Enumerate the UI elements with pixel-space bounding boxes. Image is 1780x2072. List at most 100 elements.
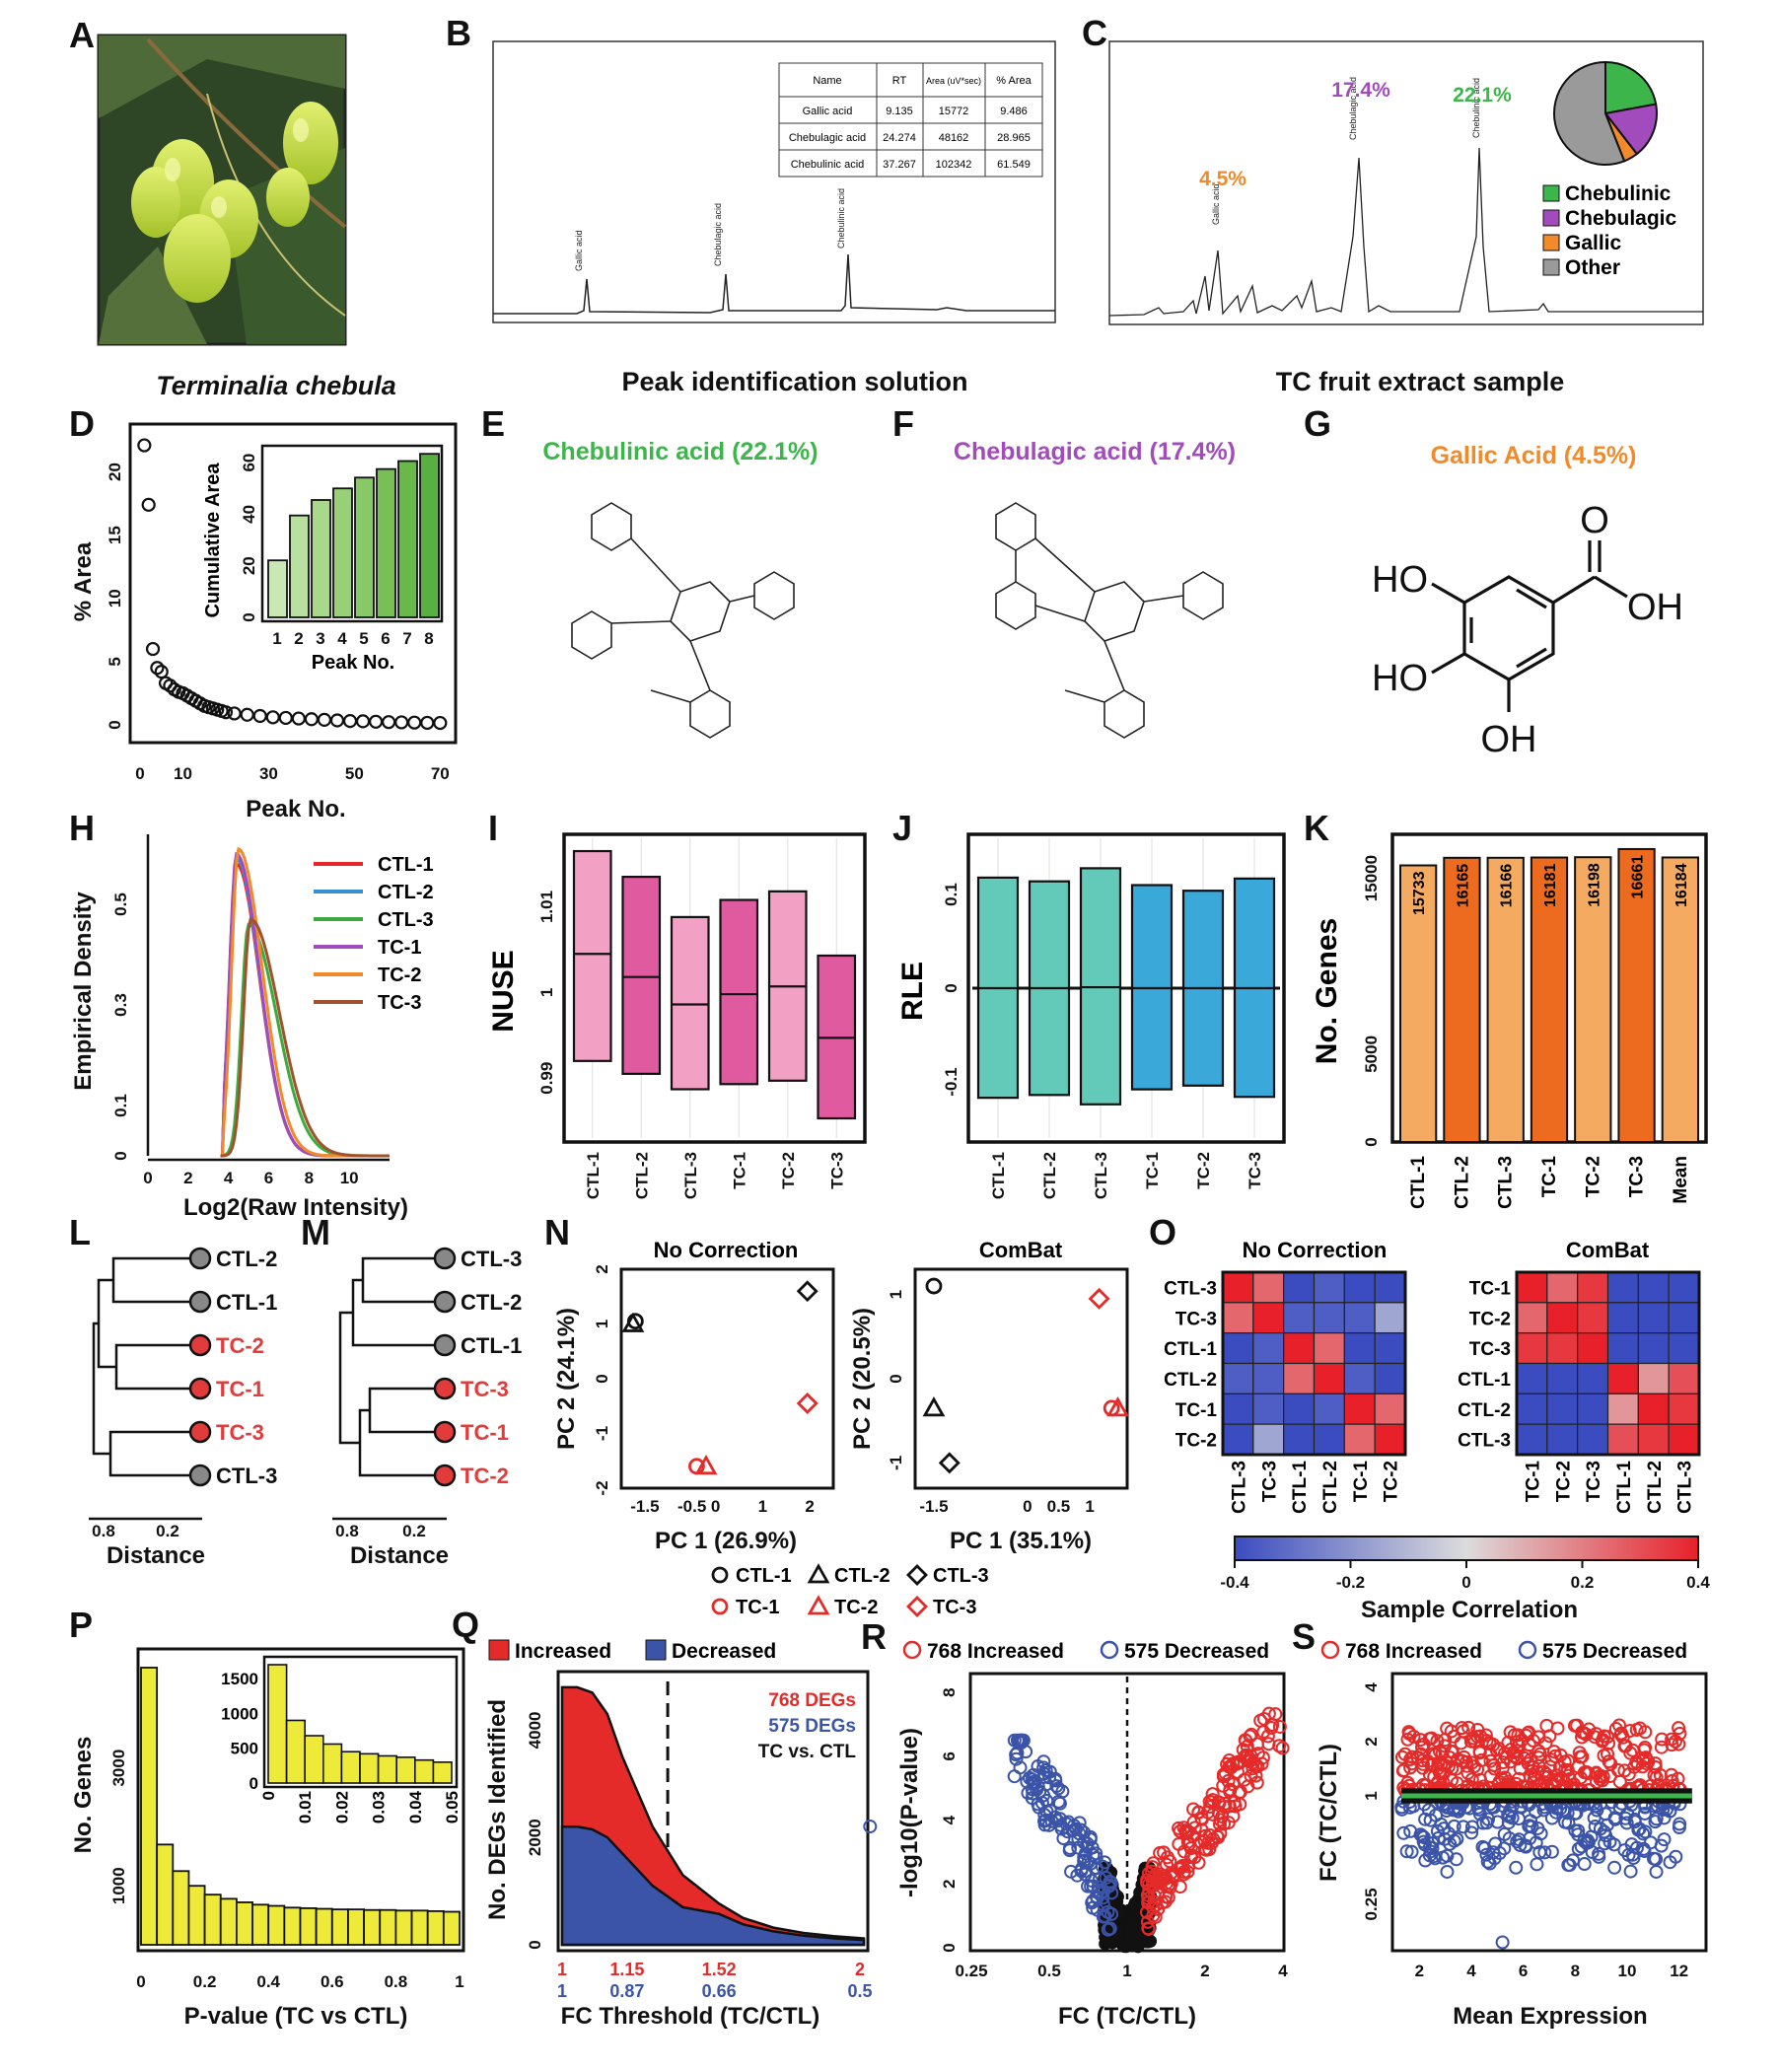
heatmap-cell (1252, 1302, 1285, 1334)
s-point-decreased (1556, 1803, 1571, 1818)
r-legend-inc: 768 Increased (927, 1640, 1064, 1663)
heatmap-row-label: TC-3 (1175, 1309, 1217, 1329)
s-point-increased (1522, 1738, 1536, 1752)
dendrogram-branch (338, 1311, 360, 1445)
i-ytick: 0.99 (537, 1062, 556, 1095)
h-ytick: 0.1 (111, 1094, 130, 1117)
i-xtick: CTL-1 (584, 1152, 603, 1199)
d-point (240, 707, 254, 722)
heatmap-cell (1343, 1393, 1376, 1425)
h-legend-label: TC-1 (378, 937, 421, 959)
r-point-decreased (1031, 1779, 1045, 1794)
h-xtick: 10 (340, 1169, 359, 1187)
s-point-decreased (1544, 1844, 1559, 1859)
r-point-increased (1272, 1739, 1287, 1753)
s-point-decreased (1513, 1837, 1528, 1852)
d-frame (128, 422, 458, 745)
h-curve-tc-2 (220, 846, 390, 1158)
heatmap-cell (1577, 1302, 1609, 1334)
r-point-decreased (1025, 1791, 1039, 1806)
p-bar (442, 1910, 461, 1946)
h-xtick: 0 (143, 1169, 152, 1187)
q-xtick-top: 2 (855, 1960, 865, 1979)
n-title-right: ComBat (979, 1238, 1063, 1262)
r-point-increased (1158, 1894, 1173, 1909)
d-inset-xtick: 3 (316, 629, 324, 648)
heatmap-col-label: CTL-1 (1614, 1461, 1635, 1514)
heatmap-cell (1637, 1362, 1670, 1394)
p-inset-bar (340, 1750, 361, 1784)
heatmap-row-label: CTL-3 (1458, 1431, 1511, 1452)
heatmap-cell (1252, 1423, 1285, 1456)
f-title: Chebulagic acid (17.4%) (954, 438, 1236, 465)
s-point-increased (1447, 1729, 1461, 1744)
d-point (145, 641, 161, 657)
q-annot-768: 768 DEGs (768, 1690, 856, 1711)
heatmap-cell (1252, 1362, 1285, 1394)
r-point-increased (1226, 1809, 1241, 1823)
d-ylabel: % Area (70, 541, 97, 621)
heatmap-row-label: CTL-1 (1164, 1339, 1217, 1360)
heatmap-row-label: TC-1 (1175, 1400, 1218, 1421)
heatmap-cell (1374, 1393, 1406, 1425)
heatmap-cell (1577, 1332, 1609, 1365)
o-title-right: ComBat (1566, 1238, 1650, 1262)
b-r3-pct: 61.549 (997, 159, 1031, 171)
chebulagic-structure (995, 502, 1224, 739)
s-point-increased (1461, 1720, 1476, 1735)
heatmap-col-label: CTL-2 (1645, 1461, 1666, 1514)
k-bar (1399, 864, 1438, 1144)
s-point-increased (1472, 1746, 1487, 1760)
panel-q: Q Increased Decreased 0 2000 4000 1 1 1.15 0.8… (452, 1605, 873, 2030)
g-atom-oh-right: OH (1627, 587, 1683, 628)
heatmap-cell (1283, 1423, 1316, 1456)
s-point-increased (1544, 1752, 1559, 1767)
p-xtick: 0 (136, 1972, 145, 1991)
heatmap-cell (1283, 1393, 1316, 1425)
s-point-decreased (1512, 1832, 1527, 1847)
s-point-decreased (1423, 1813, 1438, 1827)
heatmap-frame (1221, 1270, 1407, 1457)
n-xlabel-left: PC 1 (26.9%) (655, 1528, 797, 1554)
r-point-increased (1249, 1775, 1264, 1790)
h-xlabel: Log2(Raw Intensity) (183, 1194, 408, 1221)
legend-chebulagic: Chebulagic (1565, 207, 1677, 230)
heatmap-cell (1637, 1423, 1670, 1456)
s-point-decreased (1524, 1814, 1538, 1828)
dendrogram-branch (361, 1256, 445, 1304)
d-point (368, 714, 384, 729)
h-curve-tc-1 (220, 851, 390, 1158)
heatmap-cell (1546, 1423, 1579, 1456)
s-point-decreased (1571, 1823, 1586, 1838)
d-inset-xtick: 2 (294, 629, 303, 648)
k-xtick: CTL-1 (1408, 1156, 1429, 1209)
r-point-increased (1255, 1750, 1270, 1765)
q-xtick-top: 1.52 (702, 1960, 737, 1979)
panel-letter-e: E (481, 403, 505, 444)
heatmap-cell (1222, 1393, 1254, 1425)
panel-letter-b: B (446, 13, 471, 53)
r-point-decreased (1051, 1781, 1066, 1796)
p-bar (426, 1910, 445, 1946)
s-point-increased (1510, 1750, 1525, 1765)
s-point-increased (1546, 1745, 1561, 1759)
p-inset-bar (413, 1758, 435, 1784)
i-xtick: TC-3 (827, 1152, 846, 1189)
heatmap-cell (1637, 1271, 1670, 1304)
h-legend-label: TC-2 (378, 965, 421, 986)
q-legend-increased: Increased (515, 1640, 611, 1663)
r-point-increased (1183, 1850, 1198, 1865)
pca-xtick: 1 (1085, 1497, 1094, 1516)
panel-c: C Gallic acid Chebulagic acid Chebulinic… (1082, 13, 1704, 396)
s-point-decreased (1600, 1818, 1614, 1832)
s-xtick: 2 (1415, 1962, 1424, 1980)
pca-xtick: -1.5 (630, 1497, 659, 1516)
s-point-increased (1560, 1762, 1575, 1777)
pca-xtick: -1.5 (919, 1497, 948, 1516)
r-point-increased (1172, 1836, 1186, 1851)
s-point-increased (1602, 1754, 1616, 1769)
panel-b: B Gallic acid Chebulagic acid Chebulinic… (446, 13, 1056, 396)
s-point-decreased (1505, 1811, 1520, 1825)
